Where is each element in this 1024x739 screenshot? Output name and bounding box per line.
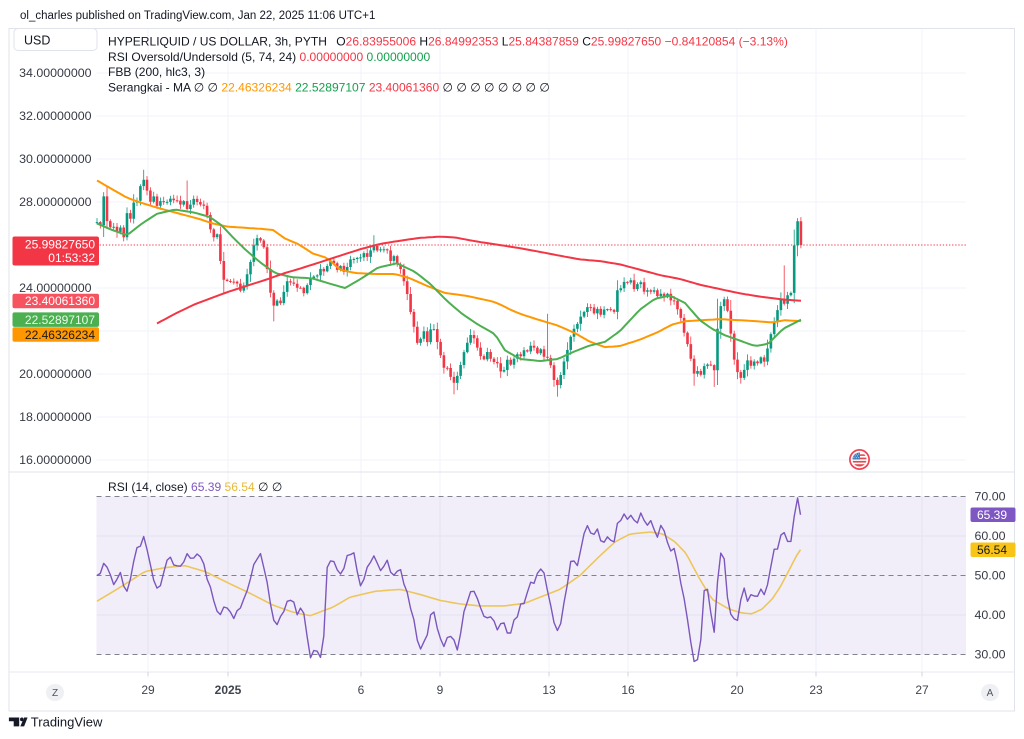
svg-text:TradingView: TradingView bbox=[31, 715, 103, 730]
svg-text:23: 23 bbox=[809, 683, 823, 697]
svg-text:22.52897107: 22.52897107 bbox=[25, 313, 95, 327]
svg-text:20.00000000: 20.00000000 bbox=[19, 367, 91, 381]
svg-text:16: 16 bbox=[621, 683, 635, 697]
svg-text:USD: USD bbox=[24, 34, 50, 48]
svg-text:65.39: 65.39 bbox=[977, 508, 1007, 522]
svg-text:28.00000000: 28.00000000 bbox=[19, 195, 91, 209]
svg-text:9: 9 bbox=[437, 683, 444, 697]
svg-text:RSI (14, close) 65.39 56.54: RSI (14, close) 65.39 56.54 ∅ ∅ bbox=[108, 480, 282, 494]
svg-text:A: A bbox=[987, 688, 994, 699]
svg-text:16.00000000: 16.00000000 bbox=[19, 453, 91, 467]
svg-text:20: 20 bbox=[730, 683, 744, 697]
svg-text:RSI Oversold/Undersold (5, 74,: RSI Oversold/Undersold (5, 74, 24) 0.000… bbox=[108, 50, 430, 64]
svg-text:ol_charles published on Tradin: ol_charles published on TradingView.com,… bbox=[20, 10, 375, 22]
svg-text:60.00: 60.00 bbox=[975, 529, 1006, 543]
svg-text:70.00: 70.00 bbox=[975, 490, 1006, 504]
svg-text:30.00: 30.00 bbox=[975, 648, 1006, 662]
svg-text:HYPERLIQUID / US DOLLAR, 3h, P: HYPERLIQUID / US DOLLAR, 3h, PYTH O26.83… bbox=[108, 35, 788, 49]
svg-text:6: 6 bbox=[358, 683, 365, 697]
svg-text:27: 27 bbox=[915, 683, 929, 697]
svg-text:Serangkai - MA ∅ ∅ 22.463262: Serangkai - MA ∅ ∅ 22.46326234 22.528971… bbox=[108, 81, 550, 95]
svg-text:01:53:32: 01:53:32 bbox=[48, 251, 95, 265]
svg-text:29: 29 bbox=[141, 683, 155, 697]
svg-text:Z: Z bbox=[52, 688, 58, 699]
svg-text:24.00000000: 24.00000000 bbox=[19, 281, 91, 295]
svg-text:13: 13 bbox=[542, 683, 556, 697]
svg-text:22.46326234: 22.46326234 bbox=[25, 328, 95, 342]
svg-text:25.99827650: 25.99827650 bbox=[25, 238, 95, 252]
svg-text:50.00: 50.00 bbox=[975, 569, 1006, 583]
svg-text:40.00: 40.00 bbox=[975, 608, 1006, 622]
svg-text:56.54: 56.54 bbox=[977, 543, 1007, 557]
svg-text:FBB (200, hlc3, 3): FBB (200, hlc3, 3) bbox=[108, 65, 205, 79]
svg-text:32.00000000: 32.00000000 bbox=[19, 109, 91, 123]
svg-text:34.00000000: 34.00000000 bbox=[19, 66, 91, 80]
svg-text:18.00000000: 18.00000000 bbox=[19, 410, 91, 424]
svg-text:30.00000000: 30.00000000 bbox=[19, 152, 91, 166]
svg-text:2025: 2025 bbox=[215, 683, 242, 697]
svg-text:23.40061360: 23.40061360 bbox=[25, 294, 95, 308]
